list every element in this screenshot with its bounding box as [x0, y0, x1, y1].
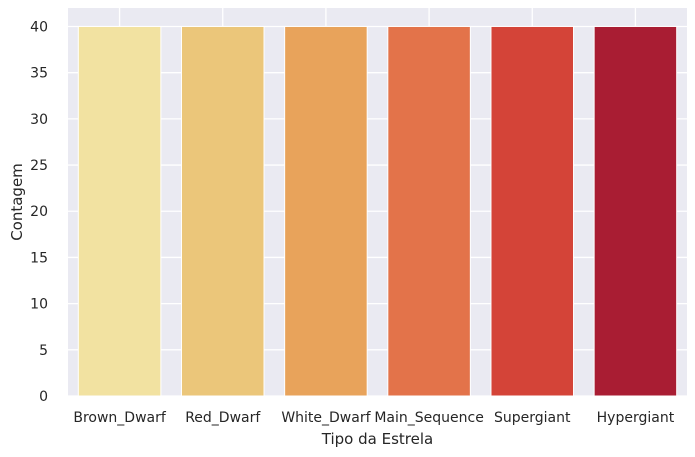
y-tick-label: 15	[30, 250, 48, 266]
x-tick-label: Hypergiant	[597, 410, 675, 426]
y-tick-label: 30	[30, 112, 48, 128]
x-tick-label: White_Dwarf	[281, 410, 371, 426]
x-tick-labels: Brown_Dwarf Red_Dwarf White_Dwarf Main_Sequ…	[73, 410, 674, 426]
bar-hypergiant	[593, 25, 678, 397]
x-tick-label: Red_Dwarf	[185, 410, 261, 426]
y-tick-label: 0	[39, 389, 48, 405]
y-tick-label: 10	[30, 297, 48, 313]
x-tick-label: Main_Sequence	[374, 410, 483, 426]
y-tick-label: 35	[30, 66, 48, 82]
bars	[77, 25, 678, 397]
y-tick-label: 20	[30, 204, 48, 220]
x-tick-label: Supergiant	[494, 410, 571, 426]
bar-main-sequence	[387, 25, 471, 397]
bar-white-dwarf	[284, 25, 368, 397]
bar-brown-dwarf	[77, 25, 162, 397]
y-tick-label: 5	[39, 343, 48, 359]
y-tick-label: 40	[30, 19, 48, 35]
bar-supergiant	[490, 25, 575, 397]
x-axis-label: Tipo da Estrela	[321, 430, 433, 448]
bar-red-dwarf	[180, 25, 265, 397]
y-axis-label: Contagem	[8, 163, 26, 241]
y-tick-label: 25	[30, 158, 48, 174]
y-tick-labels: 0 5 10 15 20 25 30 35 40	[30, 19, 48, 405]
x-tick-label: Brown_Dwarf	[73, 410, 167, 426]
